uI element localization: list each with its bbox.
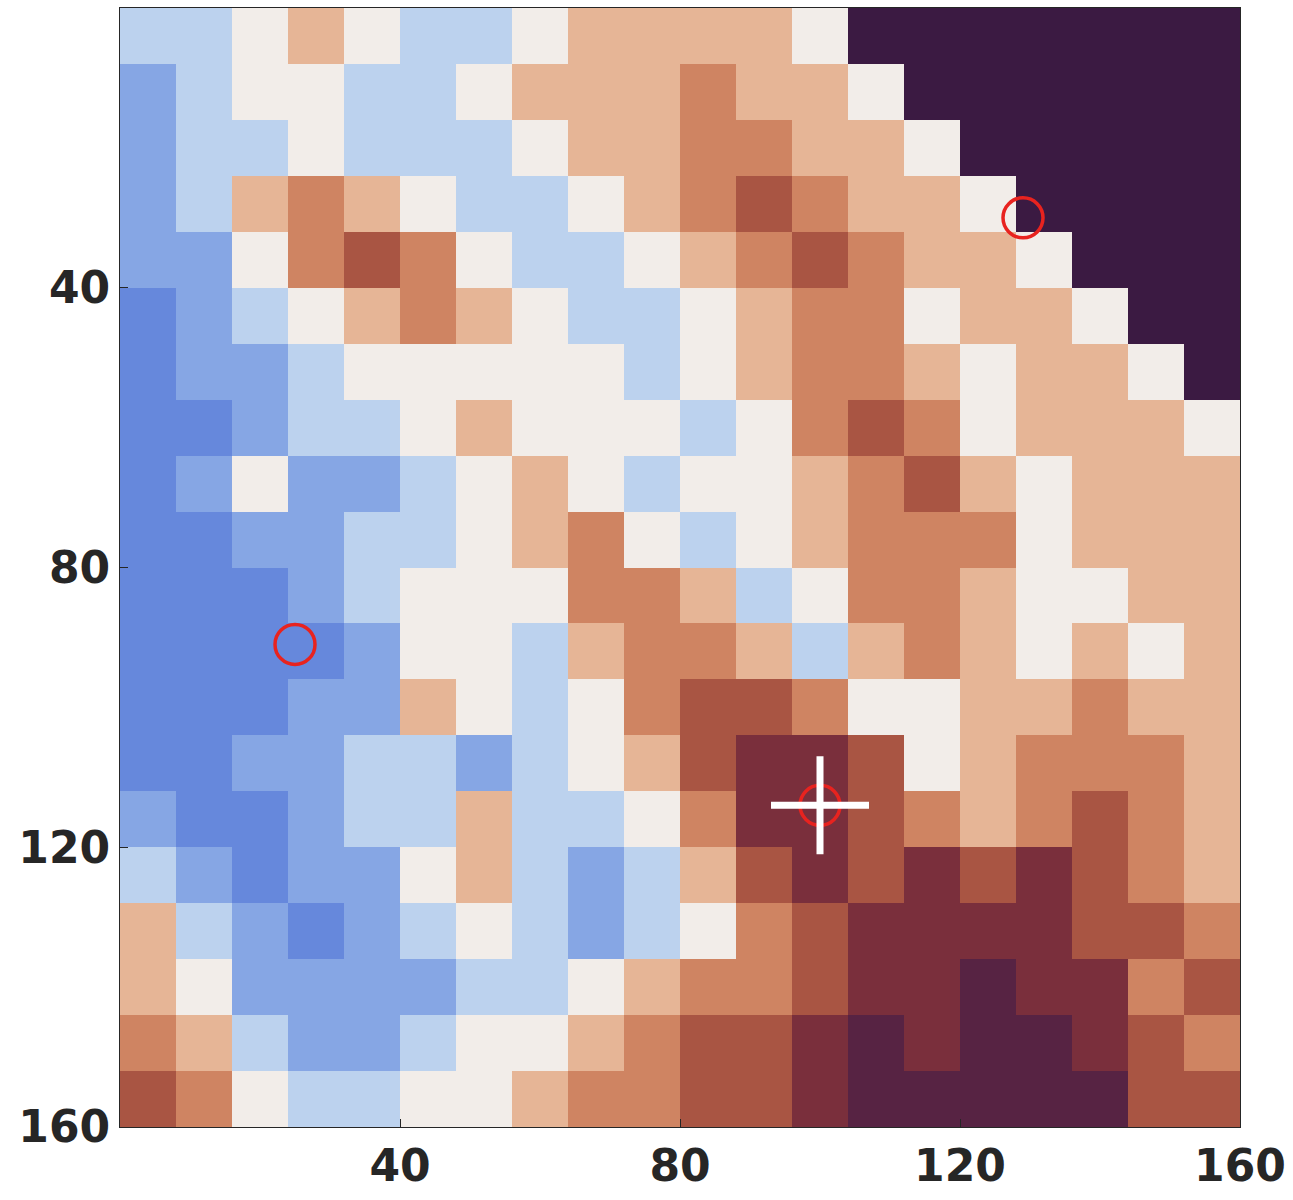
svg-text:40: 40	[49, 262, 110, 313]
svg-text:120: 120	[18, 822, 110, 873]
svg-text:160: 160	[18, 1101, 110, 1152]
svg-text:120: 120	[914, 1140, 1006, 1191]
svg-text:40: 40	[369, 1140, 430, 1191]
svg-text:80: 80	[49, 542, 110, 593]
svg-text:80: 80	[649, 1140, 710, 1191]
svg-text:160: 160	[1194, 1140, 1286, 1191]
